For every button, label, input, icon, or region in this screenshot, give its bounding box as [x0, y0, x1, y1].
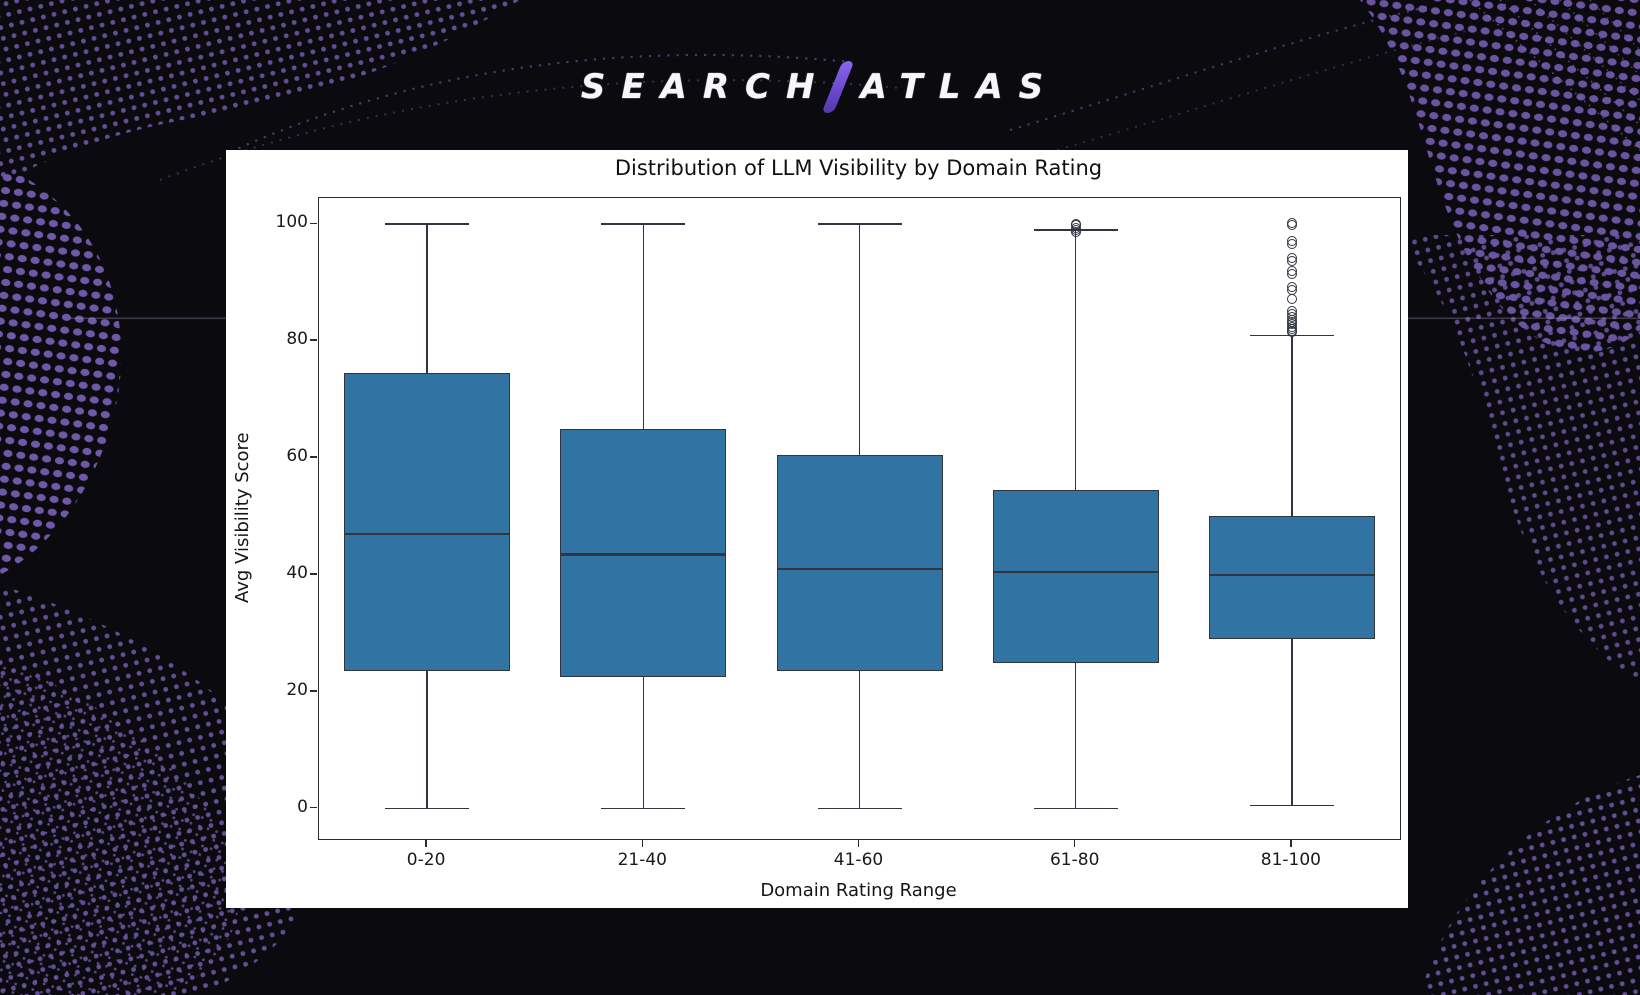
- whisker-cap-bottom: [385, 807, 470, 810]
- upper-whisker: [858, 224, 861, 456]
- lower-whisker: [858, 671, 861, 809]
- outlier-marker: [1286, 268, 1297, 279]
- iqr-box: [344, 373, 511, 672]
- median-line: [1208, 573, 1375, 577]
- x-tick-label: 61-80: [1049, 850, 1100, 870]
- y-tick-mark: [310, 339, 317, 341]
- chart-panel: Distribution of LLM Visibility by Domain…: [226, 150, 1408, 908]
- plot-area: [318, 197, 1401, 840]
- y-tick-mark: [310, 456, 317, 458]
- median-line: [344, 532, 511, 536]
- upper-whisker: [1291, 335, 1293, 517]
- y-axis-label: Avg Visibility Score: [232, 432, 253, 603]
- upper-whisker: [1074, 230, 1077, 491]
- outlier-marker: [1286, 220, 1297, 231]
- logo-text-search: SEARCH: [580, 67, 831, 107]
- whisker-cap-bottom: [817, 807, 902, 810]
- x-tick-mark: [1290, 839, 1292, 847]
- y-tick-label: 0: [297, 796, 308, 817]
- y-tick-mark: [310, 573, 317, 575]
- x-tick-label: 21-40: [617, 850, 667, 870]
- whisker-cap-top: [385, 223, 470, 226]
- outlier-marker: [1286, 294, 1297, 305]
- y-tick-label: 40: [286, 562, 308, 583]
- outlier-marker: [1070, 218, 1081, 229]
- whisker-cap-top: [817, 223, 902, 226]
- iqr-box: [992, 490, 1159, 663]
- outlier-marker: [1286, 255, 1297, 266]
- y-tick-label: 20: [286, 679, 308, 700]
- x-tick-mark: [857, 839, 860, 847]
- whisker-cap-top: [601, 223, 686, 226]
- whisker-cap-bottom: [601, 807, 686, 810]
- y-tick-label: 80: [286, 329, 308, 350]
- outlier-marker: [1286, 327, 1297, 338]
- y-tick-label: 100: [275, 212, 308, 233]
- upper-whisker: [426, 224, 428, 374]
- median-line: [776, 567, 943, 571]
- x-tick-label: 41-60: [833, 850, 884, 870]
- iqr-box: [1208, 516, 1375, 640]
- median-line: [560, 553, 727, 556]
- logo-text-atlas: ATLAS: [860, 67, 1060, 107]
- whisker-cap-bottom: [1249, 804, 1334, 807]
- y-tick-mark: [310, 806, 317, 809]
- x-tick-mark: [425, 839, 427, 847]
- lower-whisker: [1074, 662, 1077, 809]
- lower-whisker: [426, 671, 428, 809]
- logo: SEARCH ATLAS: [0, 54, 1640, 120]
- y-tick-mark: [310, 690, 317, 692]
- upper-whisker: [642, 224, 645, 429]
- y-tick-label: 60: [286, 446, 308, 467]
- x-tick-label: 0-20: [406, 850, 446, 870]
- x-axis-label: Domain Rating Range: [760, 880, 957, 901]
- iqr-box: [776, 455, 943, 672]
- lower-whisker: [1291, 639, 1293, 806]
- iqr-box: [560, 428, 727, 678]
- whisker-cap-bottom: [1033, 807, 1118, 810]
- x-tick-label: 81-100: [1260, 850, 1321, 870]
- outlier-marker: [1286, 238, 1297, 249]
- chart-title: Distribution of LLM Visibility by Domain…: [614, 156, 1103, 180]
- x-tick-mark: [1073, 839, 1076, 847]
- lower-whisker: [642, 677, 645, 809]
- median-line: [992, 570, 1159, 574]
- y-tick-mark: [310, 222, 317, 225]
- x-tick-mark: [641, 839, 644, 847]
